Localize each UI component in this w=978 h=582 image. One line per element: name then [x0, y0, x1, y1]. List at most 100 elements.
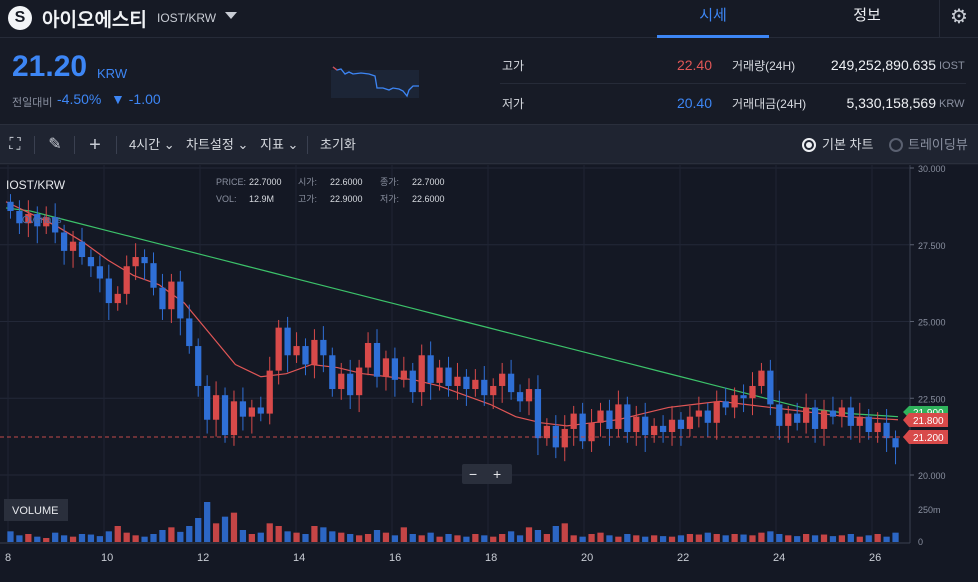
candle: [132, 243, 139, 281]
candle: [516, 384, 524, 413]
candle-body: [794, 413, 801, 423]
volume-bar: [570, 535, 577, 542]
candle: [829, 396, 837, 425]
candle: [865, 408, 872, 440]
candle: [463, 369, 470, 406]
volume-bar: [212, 523, 220, 542]
volume-bar: [204, 502, 211, 542]
candle: [221, 387, 229, 443]
interval-selector[interactable]: 4시간 ⌄: [129, 125, 175, 165]
tradingview-label[interactable]: 트레이딩뷰: [908, 137, 968, 152]
tradingview-radio[interactable]: [889, 138, 903, 152]
candle: [248, 399, 255, 434]
gear-icon[interactable]: ⚙: [939, 0, 978, 38]
volume-bar: [230, 512, 238, 542]
candle-body: [561, 428, 568, 448]
chevron-down-icon: ⌄: [163, 137, 175, 152]
candle-body: [892, 438, 899, 448]
volume-bar: [78, 534, 86, 542]
candle: [52, 203, 59, 244]
volume-bar: [69, 536, 77, 542]
x-tick-label: 18: [485, 552, 497, 564]
candle-body: [87, 257, 95, 267]
amount-24h-label: 거래대금(24H): [732, 97, 807, 111]
candle-body: [847, 407, 854, 426]
volume-bar: [624, 534, 631, 542]
candle: [767, 359, 774, 416]
volume-bar: [25, 534, 32, 542]
candlestick-chart[interactable]: 30.000 27.500 25.000 22.500 20.000 250m 0 8 10 1…: [0, 165, 978, 582]
indicators-menu[interactable]: 지표 ⌄: [260, 125, 298, 165]
volume-bar: [34, 536, 41, 542]
candle: [606, 399, 613, 446]
volume-bar: [391, 535, 399, 542]
volume-bar: [266, 523, 273, 542]
candle: [454, 362, 461, 400]
tab-market[interactable]: 시세: [657, 0, 769, 38]
volume-bar: [320, 527, 327, 542]
zoom-out-button[interactable]: −: [469, 466, 477, 482]
y-tick-label: 25.000: [918, 318, 946, 328]
candle-body: [418, 355, 425, 393]
candle-body: [516, 392, 524, 402]
volume-bar: [284, 531, 291, 542]
high-value: 22.9000: [330, 194, 363, 204]
coin-selector-chevron-down-icon[interactable]: [225, 12, 237, 19]
candle: [159, 273, 166, 320]
coin-pair: IOST/KRW: [157, 11, 217, 25]
candle-body: [758, 370, 765, 386]
candle: [329, 347, 336, 397]
candle-body: [570, 413, 577, 429]
volume-bar: [373, 530, 381, 542]
svg-text:VOLUME: VOLUME: [12, 505, 58, 517]
volume-bar: [105, 531, 112, 542]
basic-chart-label[interactable]: 기본 차트: [822, 137, 874, 152]
amount-24h-value: 5,330,158,569: [846, 95, 936, 111]
candle-body: [284, 327, 291, 356]
volume-bar: [7, 531, 14, 542]
candle-body: [883, 422, 890, 439]
candle-body: [499, 373, 506, 386]
candle-body: [588, 422, 595, 442]
candle: [740, 384, 747, 413]
volume-bar: [168, 527, 175, 542]
candle-body: [677, 419, 685, 429]
candle: [43, 206, 50, 235]
current-price: 21.20: [12, 50, 88, 83]
candle: [803, 393, 810, 434]
basic-chart-radio[interactable]: [802, 138, 816, 152]
volume-bar: [552, 526, 559, 542]
volume-bar: [668, 536, 676, 542]
volume-bar: [311, 526, 318, 542]
volume-bar: [615, 536, 622, 542]
candle: [534, 375, 542, 456]
overlays-label[interactable]: Overlays: [22, 215, 61, 226]
volume-bar: [150, 534, 157, 542]
candle-body: [400, 370, 407, 380]
candle: [257, 396, 264, 422]
reset-button[interactable]: 초기화: [320, 137, 356, 152]
volume-bar: [677, 535, 685, 542]
price-sparkline: [331, 66, 419, 98]
tab-info[interactable]: 정보: [853, 7, 881, 24]
volume-bar: [472, 534, 479, 542]
candle: [34, 206, 41, 244]
volume-bar: [749, 535, 756, 542]
candle: [543, 418, 550, 446]
fullscreen-icon[interactable]: ⛶: [9, 136, 21, 153]
volume-bar: [704, 532, 711, 542]
zoom-in-button[interactable]: +: [493, 466, 501, 482]
candle-body: [78, 241, 86, 258]
candle-body: [615, 404, 622, 429]
candle: [633, 405, 640, 446]
candle-body: [382, 358, 390, 377]
candle: [347, 359, 354, 409]
candle: [686, 405, 694, 437]
volume-bar: [400, 527, 407, 542]
chart-symbol: IOST/KRW: [6, 178, 66, 192]
chart-settings-menu[interactable]: 차트설정 ⌄: [186, 125, 248, 165]
pencil-icon[interactable]: ✎: [48, 136, 62, 153]
chevron-down-icon: ⌄: [287, 137, 299, 152]
crosshair-plus-icon[interactable]: +: [89, 134, 101, 156]
volume-24h-label: 거래량(24H): [732, 59, 796, 73]
